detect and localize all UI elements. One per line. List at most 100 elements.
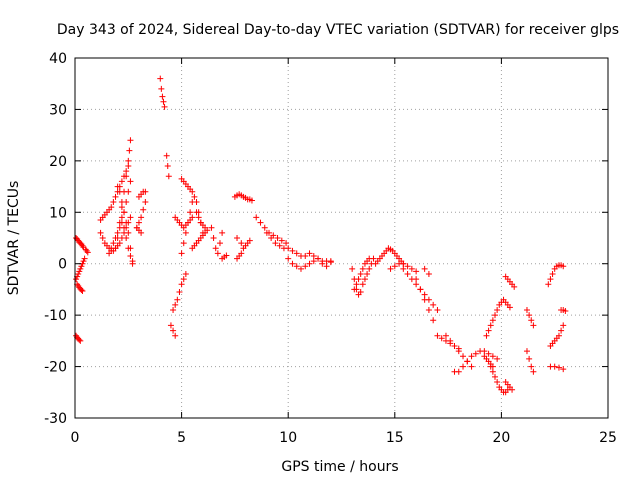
data-point bbox=[297, 265, 304, 272]
data-point bbox=[118, 214, 125, 221]
data-point bbox=[323, 263, 330, 270]
data-point bbox=[400, 260, 407, 267]
data-point bbox=[114, 235, 121, 241]
data-point bbox=[545, 281, 552, 288]
data-point bbox=[387, 265, 394, 272]
data-point bbox=[123, 173, 130, 180]
data-point bbox=[121, 224, 128, 231]
series-arc-37 bbox=[413, 276, 437, 324]
axis-ticks: 0 5 10 15 20 25 -30 -20 -10 0 10 20 30 40 bbox=[44, 51, 617, 446]
data-point bbox=[555, 332, 562, 339]
data-point bbox=[413, 276, 420, 283]
data-point bbox=[558, 327, 565, 334]
data-point bbox=[77, 337, 84, 344]
data-point bbox=[366, 255, 373, 262]
data-point bbox=[127, 178, 134, 185]
data-point bbox=[268, 235, 275, 241]
series-arc-19 bbox=[172, 214, 196, 231]
data-point bbox=[164, 163, 171, 169]
data-point bbox=[110, 240, 117, 247]
data-point bbox=[126, 147, 133, 154]
data-point bbox=[127, 214, 134, 221]
data-point bbox=[549, 271, 556, 277]
data-point bbox=[97, 229, 104, 236]
data-point bbox=[481, 348, 488, 355]
x-tick-label: 20 bbox=[492, 430, 510, 446]
data-point bbox=[494, 355, 501, 362]
data-point bbox=[178, 250, 185, 257]
data-point bbox=[289, 247, 296, 254]
data-point bbox=[293, 250, 300, 257]
series-arc-35 bbox=[387, 260, 420, 275]
data-point bbox=[78, 263, 85, 270]
data-point bbox=[176, 289, 183, 295]
series-arc-53 bbox=[558, 307, 569, 315]
plot-frame bbox=[74, 57, 609, 419]
series-arc-27 bbox=[234, 237, 253, 262]
data-point bbox=[75, 271, 82, 277]
data-point bbox=[306, 250, 313, 257]
data-point bbox=[125, 163, 132, 169]
data-point bbox=[560, 263, 567, 270]
data-point bbox=[208, 224, 215, 231]
data-point bbox=[560, 366, 567, 373]
data-point bbox=[278, 237, 285, 244]
y-tick-label: -10 bbox=[44, 308, 67, 324]
series-arc-33 bbox=[351, 255, 373, 293]
data-point bbox=[530, 322, 537, 329]
data-point bbox=[216, 240, 223, 247]
data-point bbox=[528, 363, 535, 370]
data-point bbox=[417, 286, 424, 293]
data-point bbox=[547, 276, 554, 283]
series-arc-16 bbox=[163, 152, 172, 180]
data-point bbox=[140, 206, 147, 213]
data-point bbox=[161, 103, 168, 110]
data-point bbox=[359, 265, 366, 272]
x-axis-label: GPS time / hours bbox=[281, 459, 398, 475]
data-point bbox=[78, 286, 85, 293]
data-point bbox=[447, 337, 454, 344]
data-point bbox=[438, 335, 445, 342]
data-point bbox=[189, 214, 196, 221]
data-point bbox=[404, 271, 411, 277]
data-point bbox=[167, 322, 174, 329]
data-point bbox=[180, 240, 187, 247]
series-arc-6 bbox=[97, 163, 132, 223]
data-point bbox=[489, 353, 496, 360]
data-point bbox=[253, 214, 260, 221]
y-tick-label: 30 bbox=[49, 102, 67, 118]
data-point bbox=[455, 368, 462, 375]
data-point bbox=[116, 188, 123, 195]
data-point bbox=[193, 209, 200, 216]
data-point bbox=[472, 350, 479, 357]
series-arc-26 bbox=[231, 191, 255, 204]
data-point bbox=[142, 199, 149, 205]
data-point bbox=[127, 253, 134, 259]
series-arc-29 bbox=[253, 214, 290, 247]
data-point bbox=[110, 199, 117, 205]
data-point bbox=[123, 168, 130, 175]
x-tick-label: 5 bbox=[177, 430, 186, 446]
x-tick-label: 10 bbox=[279, 430, 297, 446]
data-point bbox=[555, 364, 562, 371]
data-point bbox=[158, 85, 165, 92]
series-arc-21 bbox=[178, 175, 196, 195]
data-point bbox=[494, 307, 501, 313]
data-point bbox=[364, 271, 371, 277]
data-point bbox=[285, 255, 292, 262]
series-arc-45 bbox=[502, 273, 518, 290]
data-point bbox=[170, 327, 177, 334]
data-point bbox=[400, 265, 407, 272]
data-point bbox=[319, 260, 326, 267]
data-point bbox=[125, 157, 132, 164]
series-arc-50 bbox=[545, 262, 567, 288]
data-point bbox=[172, 332, 179, 339]
data-point bbox=[489, 363, 496, 370]
data-point bbox=[361, 276, 368, 283]
series-arc-12 bbox=[133, 199, 149, 231]
data-point bbox=[263, 229, 270, 236]
series-arc-13 bbox=[135, 188, 149, 200]
x-tick-label: 0 bbox=[71, 430, 80, 446]
data-point bbox=[404, 263, 411, 270]
